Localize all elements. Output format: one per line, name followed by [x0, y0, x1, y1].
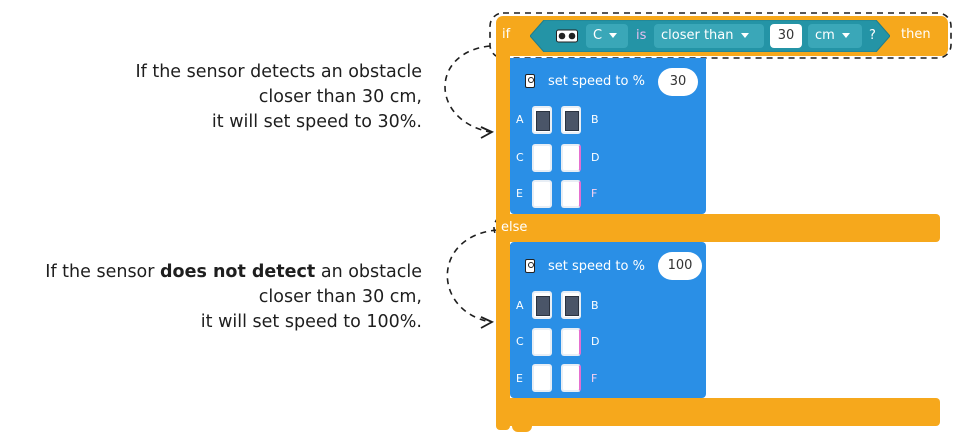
motor-toggle-b[interactable] — [561, 106, 581, 134]
motor-toggle-d[interactable] — [561, 144, 581, 172]
annotation-bold-text: does not detect — [160, 262, 316, 282]
motor-toggle-d[interactable] — [561, 328, 581, 356]
distance-sensor-icon — [556, 29, 578, 43]
motor-toggle-e[interactable] — [532, 364, 552, 392]
port-label-e: E — [516, 372, 523, 385]
annotation-bottom: If the sensor does not detect an obstacl… — [45, 260, 422, 335]
block-bottom-notch — [512, 424, 532, 432]
port-label-f: F — [591, 187, 598, 200]
port-label-b: B — [591, 113, 599, 126]
annotation-top-line3: it will set speed to 30%. — [211, 112, 422, 132]
port-label-f: F — [591, 372, 598, 385]
speed-value-input[interactable]: 100 — [658, 252, 702, 280]
distance-input[interactable]: 30 — [770, 24, 802, 48]
annotation-top: If the sensor detects an obstacle closer… — [135, 60, 422, 135]
port-label-d: D — [591, 151, 600, 164]
robot-icon — [525, 259, 535, 273]
if-block-footer — [496, 398, 940, 426]
motor-toggle-e[interactable] — [532, 180, 552, 208]
comparison-dropdown[interactable]: closer than — [654, 24, 764, 48]
robot-icon — [525, 74, 535, 88]
motor-toggle-c[interactable] — [532, 144, 552, 172]
motor-toggle-c[interactable] — [532, 328, 552, 356]
else-bar[interactable] — [496, 214, 940, 242]
chevron-down-icon — [841, 33, 850, 38]
chevron-down-icon — [740, 33, 749, 38]
else-label: else — [501, 220, 528, 235]
port-label-c: C — [516, 151, 524, 164]
annotation-top-line1: If the sensor detects an obstacle — [135, 62, 422, 82]
then-label: then — [901, 27, 931, 42]
motor-toggle-a[interactable] — [532, 106, 552, 134]
annotation-bottom-line3: it will set speed to 100%. — [200, 312, 422, 332]
annotation-bottom-line2: closer than 30 cm, — [258, 287, 422, 307]
speed-value-input[interactable]: 30 — [658, 68, 698, 96]
port-label-d: D — [591, 335, 600, 348]
set-speed-label: set speed to % — [548, 74, 645, 89]
port-label-c: C — [516, 335, 524, 348]
sensor-port-dropdown[interactable]: C — [586, 24, 628, 48]
annotation-bottom-line1: If the sensor does not detect an obstacl… — [45, 262, 422, 282]
port-label-b: B — [591, 299, 599, 312]
dashed-arrow-icon — [444, 45, 491, 133]
question-mark-label: ? — [869, 28, 876, 43]
is-label: is — [636, 28, 647, 43]
set-speed-label: set speed to % — [548, 259, 645, 274]
port-label-a: A — [516, 299, 524, 312]
unit-dropdown[interactable]: cm — [808, 24, 862, 48]
motor-toggle-f[interactable] — [561, 180, 581, 208]
motor-toggle-b[interactable] — [561, 291, 581, 319]
annotation-top-line2: closer than 30 cm, — [258, 87, 422, 107]
port-label-a: A — [516, 113, 524, 126]
motor-toggle-a[interactable] — [532, 291, 552, 319]
if-label: if — [502, 27, 511, 42]
if-highlight-outline — [489, 12, 952, 59]
port-label-e: E — [516, 187, 523, 200]
chevron-down-icon — [609, 33, 618, 38]
motor-toggle-f[interactable] — [561, 364, 581, 392]
dashed-arrow-icon — [446, 229, 498, 323]
